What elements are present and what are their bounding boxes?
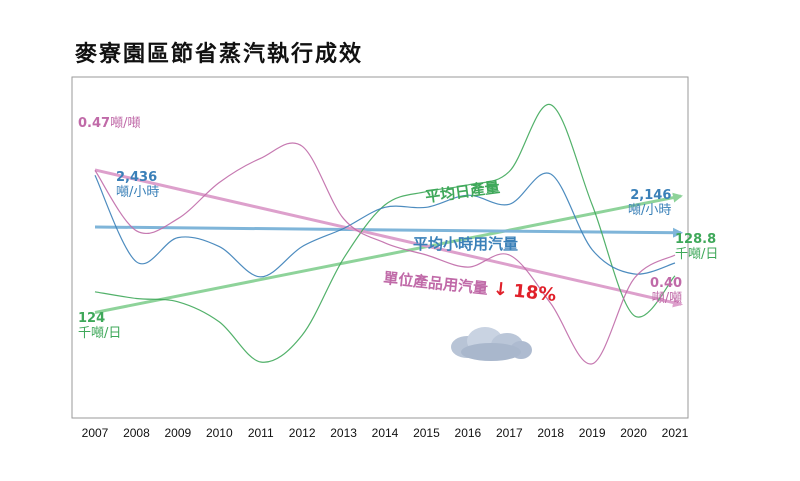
steam-hour-start-label: 2,436 噸/小時: [116, 170, 159, 200]
production-end-value: 128.8: [675, 232, 717, 247]
x-tick-label: 2015: [413, 426, 440, 440]
x-tick-label: 2019: [579, 426, 606, 440]
x-tick-label: 2010: [206, 426, 233, 440]
cloud-icon: [451, 327, 532, 361]
unit-steam-trend-arrow: [94, 168, 683, 308]
production-start-value: 124: [78, 311, 106, 326]
steam-hour-trend-arrow: [94, 225, 684, 238]
x-tick-label: 2016: [455, 426, 482, 440]
unit-steam-end-label: 0.40 噸/噸: [650, 276, 682, 306]
reduction-arrow-icon: ↓: [492, 278, 510, 301]
x-tick-label: 2021: [662, 426, 689, 440]
steam-hour-start-unit: 噸/小時: [116, 185, 160, 200]
steam-hour-end-unit: 噸/小時: [628, 203, 672, 218]
production-line: [94, 104, 676, 363]
production-trend-arrow: [94, 192, 683, 314]
plot-frame: [71, 76, 689, 419]
production-start-label: 124 千噸/日: [78, 311, 121, 341]
x-tick-label: 2011: [248, 426, 274, 440]
steam-hour-end-label: 2,146 噸/小時: [628, 188, 671, 218]
steam-hour-trend-label: 平均小時用汽量: [413, 235, 519, 253]
unit-steam-end-unit: 噸/噸: [651, 291, 683, 306]
x-tick-label: 2018: [537, 426, 564, 440]
x-tick-label: 2012: [289, 426, 316, 440]
steam-hour-line: [94, 172, 676, 278]
unit-steam-end-value: 0.40: [650, 276, 683, 291]
unit-steam-start-label: 0.47噸/噸: [78, 116, 140, 131]
production-end-label: 128.8 千噸/日: [675, 232, 718, 262]
x-tick-label: 2009: [165, 426, 192, 440]
unit-steam-start-value: 0.47: [78, 116, 111, 131]
x-tick-label: 2007: [82, 426, 109, 440]
chart-title: 麥寮園區節省蒸汽執行成效: [75, 41, 364, 67]
x-tick-label: 2017: [496, 426, 523, 440]
x-tick-label: 2014: [372, 426, 399, 440]
steam-hour-end-value: 2,146: [630, 188, 672, 203]
production-end-unit: 千噸/日: [675, 247, 719, 262]
unit-steam-line: [94, 142, 676, 365]
x-tick-label: 2020: [620, 426, 647, 440]
x-tick-label: 2008: [123, 426, 150, 440]
production-start-unit: 千噸/日: [78, 326, 122, 341]
unit-steam-start-unit: 噸/噸: [110, 116, 141, 131]
reduction-percent: 18%: [512, 280, 558, 307]
x-tick-label: 2013: [330, 426, 357, 440]
steam-hour-start-value: 2,436: [116, 170, 158, 185]
